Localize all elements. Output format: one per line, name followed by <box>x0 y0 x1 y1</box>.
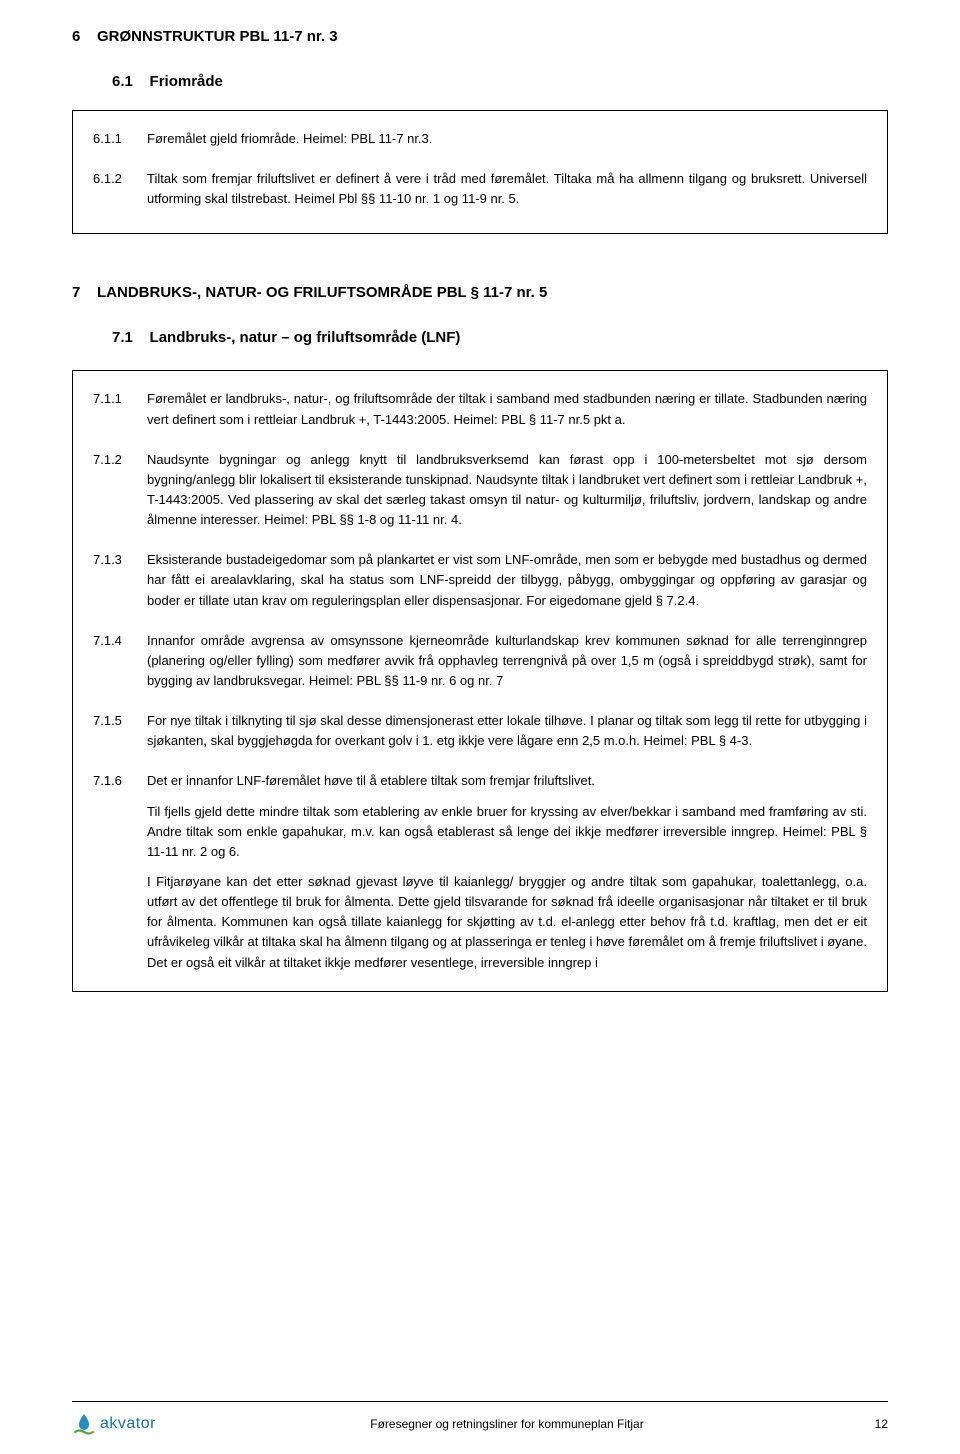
section-7-heading: 7 LANDBRUKS-, NATUR- OG FRILUFTSOMRÅDE P… <box>72 284 888 301</box>
akvator-logo-icon <box>72 1412 96 1436</box>
item-7-1-4: 7.1.4 Innanfor område avgrensa av omsyns… <box>93 631 867 691</box>
item-num: 7.1.5 <box>93 711 147 751</box>
section-7-sub-num: 7.1 <box>112 329 133 346</box>
document-page: 6 GRØNNSTRUKTUR PBL 11-7 nr. 3 6.1 Friom… <box>0 0 960 1454</box>
item-num: 6.1.2 <box>93 169 147 209</box>
section-7-subheading: 7.1 Landbruks-, natur – og friluftsområd… <box>72 329 888 346</box>
brand-name: akvator <box>100 1415 156 1433</box>
item-num: 7.1.1 <box>93 389 147 429</box>
item-text: Eksisterande bustadeigedomar som på plan… <box>147 550 867 610</box>
item-6-1-1: 6.1.1 Føremålet gjeld friområde. Heimel:… <box>93 129 867 149</box>
section-6-title: GRØNNSTRUKTUR PBL 11-7 nr. 3 <box>97 28 338 45</box>
item-7-1-5: 7.1.5 For nye tiltak i tilknyting til sj… <box>93 711 867 751</box>
section-6-sub-num: 6.1 <box>112 73 133 90</box>
item-7-1-1: 7.1.1 Føremålet er landbruks-, natur-, o… <box>93 389 867 429</box>
item-num: 7.1.6 <box>93 771 147 972</box>
item-body: Eksisterande bustadeigedomar som på plan… <box>147 550 867 610</box>
item-text: Til fjells gjeld dette mindre tiltak som… <box>147 802 867 862</box>
page-number: 12 <box>858 1417 888 1431</box>
item-body: Tiltak som fremjar friluftslivet er defi… <box>147 169 867 209</box>
item-text: I Fitjarøyane kan det etter søknad gjeva… <box>147 872 867 973</box>
section-7-box: 7.1.1 Føremålet er landbruks-, natur-, o… <box>72 370 888 991</box>
item-body: Føremålet er landbruks-, natur-, og fril… <box>147 389 867 429</box>
section-7-num: 7 <box>72 284 80 301</box>
section-6-sub-title: Friområde <box>150 73 223 90</box>
item-body: Naudsynte bygningar og anlegg knytt til … <box>147 450 867 531</box>
item-text: Føremålet gjeld friområde. Heimel: PBL 1… <box>147 129 867 149</box>
item-text: Innanfor område avgrensa av omsynssone k… <box>147 631 867 691</box>
item-num: 6.1.1 <box>93 129 147 149</box>
item-7-1-6: 7.1.6 Det er innanfor LNF-føremålet høve… <box>93 771 867 972</box>
item-text: Det er innanfor LNF-føremålet høve til å… <box>147 771 867 791</box>
section-6-num: 6 <box>72 28 80 45</box>
item-7-1-2: 7.1.2 Naudsynte bygningar og anlegg knyt… <box>93 450 867 531</box>
item-text: Tiltak som fremjar friluftslivet er defi… <box>147 169 867 209</box>
item-7-1-3: 7.1.3 Eksisterande bustadeigedomar som p… <box>93 550 867 610</box>
item-6-1-2: 6.1.2 Tiltak som fremjar friluftslivet e… <box>93 169 867 209</box>
page-footer: akvator Føresegner og retningsliner for … <box>0 1401 960 1436</box>
item-body: Innanfor område avgrensa av omsynssone k… <box>147 631 867 691</box>
item-body: For nye tiltak i tilknyting til sjø skal… <box>147 711 867 751</box>
item-text: For nye tiltak i tilknyting til sjø skal… <box>147 711 867 751</box>
item-num: 7.1.4 <box>93 631 147 691</box>
item-num: 7.1.2 <box>93 450 147 531</box>
section-6-box: 6.1.1 Føremålet gjeld friområde. Heimel:… <box>72 110 888 234</box>
section-7-sub-title: Landbruks-, natur – og friluftsområde (L… <box>150 329 461 346</box>
footer-brand: akvator <box>72 1412 156 1436</box>
item-text: Naudsynte bygningar og anlegg knytt til … <box>147 450 867 531</box>
section-6-subheading: 6.1 Friområde <box>72 73 888 90</box>
footer-row: akvator Føresegner og retningsliner for … <box>72 1412 888 1436</box>
footer-title: Føresegner og retningsliner for kommunep… <box>156 1417 858 1431</box>
item-text: Føremålet er landbruks-, natur-, og fril… <box>147 389 867 429</box>
section-6-heading: 6 GRØNNSTRUKTUR PBL 11-7 nr. 3 <box>72 28 888 45</box>
section-7-title: LANDBRUKS-, NATUR- OG FRILUFTSOMRÅDE PBL… <box>97 284 547 301</box>
footer-divider <box>72 1401 888 1402</box>
item-body: Det er innanfor LNF-føremålet høve til å… <box>147 771 867 972</box>
item-num: 7.1.3 <box>93 550 147 610</box>
item-body: Føremålet gjeld friområde. Heimel: PBL 1… <box>147 129 867 149</box>
